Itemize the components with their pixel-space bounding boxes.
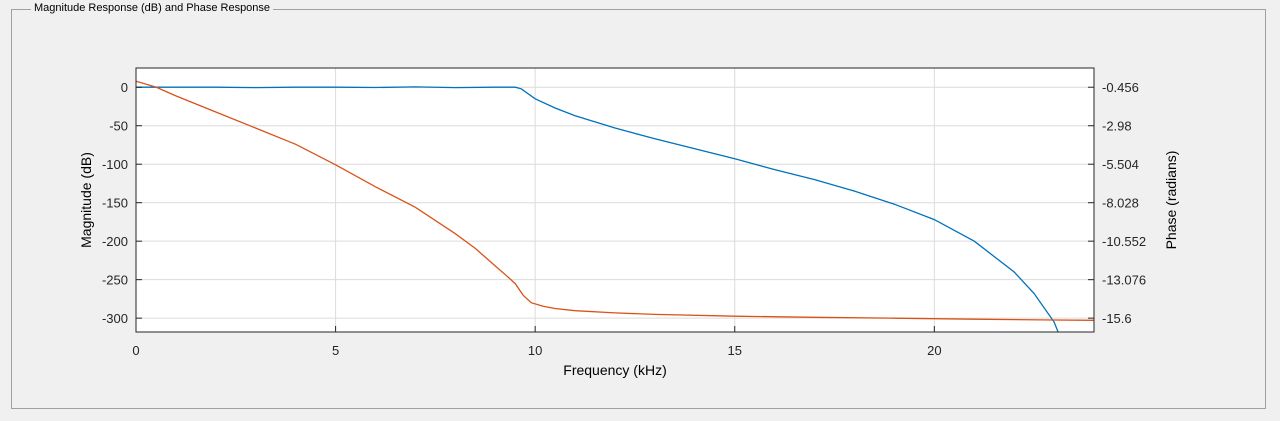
- y-tick-label-right: -2.98: [1102, 119, 1132, 134]
- y-axis-label-right: Phase (radians): [1163, 151, 1179, 250]
- y-tick-label-right: -5.504: [1102, 157, 1139, 172]
- y-tick-label-left: -150: [102, 196, 128, 211]
- x-tick-label: 15: [728, 343, 742, 358]
- y-axis-label-left: Magnitude (dB): [78, 152, 94, 248]
- plot-border: [135, 67, 1095, 333]
- y-tick-label-left: -200: [102, 234, 128, 249]
- x-tick-label: 10: [528, 343, 542, 358]
- series-lines: [136, 80, 1094, 332]
- y-ticks-left: 0 -50 -100 -150 -200 -250 -300: [102, 80, 1094, 326]
- y-tick-label-left: 0: [121, 80, 128, 95]
- x-tick-label: 0: [132, 343, 139, 358]
- magnitude-response-line: [136, 86, 1059, 332]
- y-ticks-right: -0.456 -2.98 -5.504 -8.028 -10.552 -13.076 -15…: [1102, 80, 1146, 326]
- y-tick-label-left: -250: [102, 273, 128, 288]
- y-tick-label-right: -8.028: [1102, 196, 1139, 211]
- x-axis-label: Frequency (kHz): [563, 362, 666, 378]
- y-tick-label-right: -10.552: [1102, 234, 1146, 249]
- y-tick-label-right: -13.076: [1102, 273, 1146, 288]
- y-tick-label-left: -100: [102, 157, 128, 172]
- response-panel: [11, 9, 1266, 409]
- x-tick-label: 20: [927, 343, 941, 358]
- y-tick-label-left: -50: [109, 119, 128, 134]
- x-tick-label: 5: [332, 343, 339, 358]
- panel-title: Magnitude Response (dB) and Phase Respon…: [31, 2, 274, 14]
- plot-area[interactable]: [136, 68, 1094, 332]
- phase-response-line: [136, 80, 1094, 321]
- y-tick-label-right: -15.6: [1102, 311, 1132, 326]
- y-tick-label-left: -300: [102, 311, 128, 326]
- x-ticks: 0 5 10 15 20: [132, 326, 942, 358]
- y-tick-label-right: -0.456: [1102, 80, 1139, 95]
